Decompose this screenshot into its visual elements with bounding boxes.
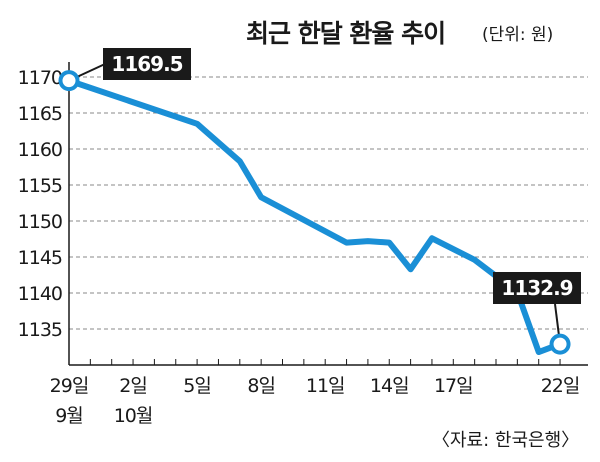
data-point-marker	[549, 333, 571, 355]
callout-label: 1169.5	[111, 52, 182, 76]
x-tick-labels: 29일 9월 2일 10월 5일 8일 11일 14일 17일 22일	[50, 375, 581, 427]
axes	[68, 62, 588, 366]
callout-box	[493, 272, 581, 304]
callout-label: 1132.9	[501, 276, 572, 300]
x-tick-label: 11일	[306, 375, 345, 397]
chart-title: 최근 한달 환율 추이	[246, 19, 446, 48]
y-tick-label: 1140	[18, 283, 62, 305]
source-label: 〈자료: 한국은행〉	[432, 430, 580, 451]
y-tick-label: 1135	[18, 319, 62, 341]
x-tick-label: 2일	[119, 375, 147, 397]
grid-lines	[69, 76, 588, 330]
x-tick-label: 5일	[183, 375, 211, 397]
y-tick-label: 1165	[18, 103, 62, 125]
y-tick-label: 1150	[18, 211, 62, 233]
x-tick-label: 14일	[370, 375, 409, 397]
x-tick-label: 22일	[541, 375, 580, 397]
y-tick-label: 1155	[18, 175, 62, 197]
y-tick-label: 1145	[18, 247, 62, 269]
series-line	[66, 77, 564, 356]
y-tick-label: 1160	[18, 139, 62, 161]
callout-box	[103, 48, 191, 80]
x-tick-label: 8일	[247, 375, 275, 397]
x-tick-label: 9월	[55, 405, 83, 427]
data-point-marker	[58, 70, 80, 92]
series	[66, 77, 564, 356]
x-tick-label: 10월	[114, 405, 153, 427]
x-tick-label: 29일	[50, 375, 89, 397]
unit-label: (단위: 원)	[482, 25, 554, 45]
y-tick-label: 1170	[18, 67, 62, 89]
y-tick-labels: 1135 1140 1145 1150 1155 1160 1165 1170	[18, 67, 63, 341]
annotations: 1169.5 1132.9	[58, 48, 581, 355]
x-tick-label: 17일	[434, 375, 473, 397]
